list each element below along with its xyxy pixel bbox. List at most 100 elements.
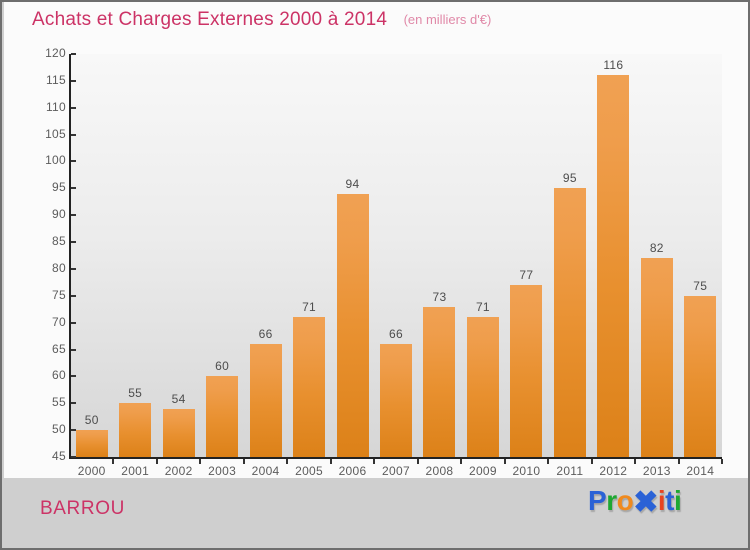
- bar-value-label: 66: [258, 327, 273, 342]
- chart-header: Achats et Charges Externes 2000 à 2014 (…: [4, 2, 748, 42]
- x-axis-tick-mark: [329, 459, 332, 464]
- x-axis-label: 2009: [468, 464, 497, 478]
- bar[interactable]: [162, 408, 195, 457]
- x-axis-tick-mark: [721, 459, 723, 464]
- y-axis-tick-label: 90: [52, 207, 66, 222]
- y-axis-tick: 75: [4, 287, 78, 302]
- y-axis-line: [69, 54, 71, 458]
- bar[interactable]: [75, 430, 108, 457]
- logo-letter-i2: i: [673, 485, 682, 516]
- x-axis-line: [69, 457, 722, 459]
- y-axis-tick-mark: [71, 106, 76, 109]
- bar-value-label: 54: [171, 391, 186, 406]
- y-axis-tick: 85: [4, 234, 78, 249]
- y-axis-tick-mark: [71, 267, 76, 270]
- y-axis-tick-label: 105: [45, 126, 66, 141]
- y-axis-tick-mark: [71, 294, 76, 297]
- x-axis-tick-mark: [155, 459, 158, 464]
- x-axis-tick-mark: [416, 459, 419, 464]
- x-axis-tick-mark: [590, 459, 593, 464]
- bar[interactable]: [249, 344, 282, 457]
- bar[interactable]: [336, 193, 369, 457]
- page-title: Achats et Charges Externes 2000 à 2014: [32, 9, 388, 30]
- y-axis-tick-mark: [71, 160, 76, 163]
- y-axis-tick-label: 85: [52, 234, 66, 249]
- x-axis-label: 2013: [642, 464, 671, 478]
- y-axis-tick-mark: [71, 375, 76, 378]
- y-axis-tick: 95: [4, 180, 78, 194]
- y-axis-tick: 110: [4, 99, 78, 114]
- x-axis-tick-mark: [677, 459, 680, 464]
- y-axis-tick-mark: [71, 321, 76, 324]
- y-axis-tick-mark: [71, 133, 76, 136]
- y-axis-tick-label: 120: [45, 46, 66, 60]
- bar[interactable]: [466, 317, 499, 457]
- x-axis-tick-mark: [460, 459, 463, 464]
- y-axis-tick-label: 70: [52, 314, 66, 329]
- y-axis-tick-mark: [71, 214, 76, 217]
- proxiti-logo[interactable]: Pro✖iti: [588, 485, 682, 519]
- x-axis-tick-mark: [199, 459, 202, 464]
- bar-value-label: 66: [389, 327, 403, 342]
- y-axis-tick-mark: [71, 402, 76, 405]
- y-axis-tick: 55: [4, 395, 78, 410]
- y-axis-tick-label: 45: [52, 449, 66, 463]
- entity-name: BARROU: [40, 498, 125, 519]
- x-axis-label: 2007: [382, 464, 410, 478]
- y-axis-tick-label: 110: [45, 99, 66, 114]
- bar-value-label: 55: [128, 386, 143, 401]
- bar[interactable]: [293, 317, 326, 457]
- bar-value-label: 75: [693, 278, 708, 293]
- bar-value-label: 116: [603, 58, 624, 73]
- bar[interactable]: [510, 285, 543, 457]
- x-axis-label: 2011: [556, 464, 584, 478]
- y-axis-tick-label: 60: [52, 368, 66, 383]
- y-axis-tick-label: 50: [52, 422, 66, 437]
- x-axis-label: 2003: [208, 464, 237, 478]
- x-axis-label: 2001: [121, 464, 150, 478]
- y-axis-tick: 70: [4, 314, 78, 329]
- y-axis-tick-mark: [71, 429, 76, 432]
- y-axis-tick-label: 65: [52, 341, 66, 356]
- x-axis-label: 2012: [599, 464, 628, 478]
- y-axis-tick: 45: [4, 449, 78, 463]
- bar[interactable]: [423, 306, 456, 457]
- x-axis-label: 2014: [686, 464, 715, 478]
- y-axis-tick-mark: [71, 53, 76, 55]
- y-axis-tick: 100: [4, 153, 78, 168]
- x-axis-label: 2008: [425, 464, 454, 478]
- y-axis-tick-label: 75: [52, 287, 66, 302]
- bar-value-label: 77: [519, 268, 534, 283]
- bar-value-label: 73: [432, 289, 447, 304]
- y-axis-tick-mark: [71, 348, 76, 351]
- bar[interactable]: [684, 295, 717, 457]
- x-axis-tick-mark: [242, 459, 245, 464]
- title-line: Achats et Charges Externes 2000 à 2014 (…: [32, 9, 491, 31]
- bar-value-label: 94: [345, 176, 360, 191]
- y-axis-tick-label: 100: [45, 153, 66, 168]
- x-axis-label: 2004: [251, 464, 280, 478]
- y-axis-tick-label: 55: [52, 395, 66, 410]
- x-axis-tick-mark: [634, 459, 637, 464]
- x-axis-tick-mark: [112, 459, 115, 464]
- bar[interactable]: [206, 376, 239, 457]
- y-axis-tick-label: 80: [52, 260, 66, 275]
- logo-letter-x: ✖: [633, 486, 658, 519]
- logo-letter-p: P: [588, 485, 607, 516]
- y-axis-tick: 80: [4, 260, 78, 275]
- bar-value-label: 71: [475, 300, 490, 315]
- bar-value-label: 71: [302, 300, 317, 315]
- y-axis-tick: 65: [4, 341, 78, 356]
- x-axis-tick-mark: [547, 459, 550, 464]
- bar[interactable]: [380, 344, 412, 457]
- x-axis-label: 2002: [164, 464, 193, 478]
- x-axis-tick-mark: [503, 459, 506, 464]
- y-axis-tick-mark: [71, 241, 76, 244]
- bar[interactable]: [553, 188, 586, 457]
- bar[interactable]: [119, 403, 152, 457]
- y-axis-tick: 60: [4, 368, 78, 383]
- logo-letter-o: o: [616, 485, 634, 516]
- bar[interactable]: [640, 258, 673, 457]
- bar[interactable]: [597, 75, 630, 457]
- y-axis-tick: 105: [4, 126, 78, 141]
